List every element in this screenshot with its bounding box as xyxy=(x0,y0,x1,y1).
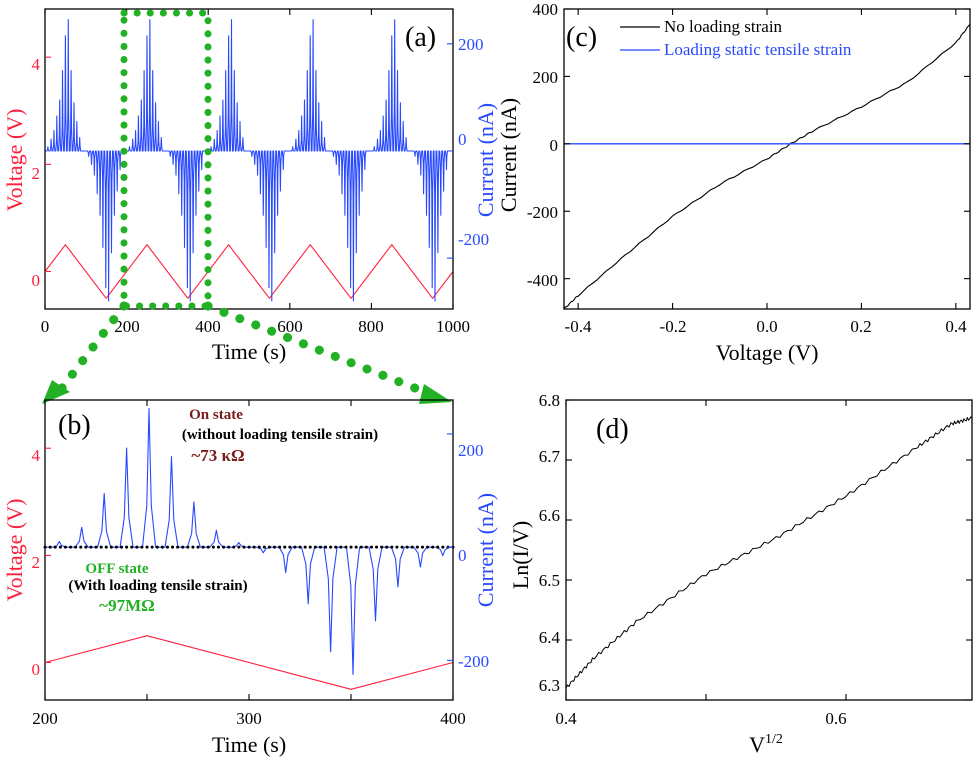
a-ytick-right-0: 0 xyxy=(458,130,467,149)
a-ylabel-left: Voltage (V) xyxy=(2,109,27,212)
c-no-strain-series xyxy=(563,23,971,310)
zoom-dotted-box xyxy=(120,9,212,310)
b-xtick-400: 400 xyxy=(440,709,466,728)
d-ytick-6.6: 6.6 xyxy=(539,506,560,525)
zoom-arrowhead-right xyxy=(419,384,452,404)
b-on-state-resistance: ~73 κΩ xyxy=(191,446,244,465)
a-voltage-series xyxy=(44,244,454,299)
panel-b: 200 300 400 0 2 4 -200 0 200 Time (s) Vo… xyxy=(2,399,498,757)
panel-b-frame xyxy=(44,399,454,701)
c-ytick-0: 0 xyxy=(550,136,559,155)
c-ytick-m400: -400 xyxy=(527,271,558,290)
d-xtick-0.4: 0.4 xyxy=(555,709,577,728)
d-ytick-6.4: 6.4 xyxy=(539,628,561,647)
c-xtick-0.0: 0.0 xyxy=(756,317,777,336)
b-off-state-label: OFF state xyxy=(85,561,149,577)
a-xtick-400: 400 xyxy=(195,317,221,336)
panel-b-ticks xyxy=(44,400,454,700)
zoom-indicator xyxy=(42,9,452,404)
panel-d-frame xyxy=(565,399,973,701)
b-on-state-detail: (without loading tensile strain) xyxy=(182,427,378,443)
a-xtick-1000: 1000 xyxy=(436,317,470,336)
b-ytick-left-4: 4 xyxy=(32,446,41,465)
a-ytick-left-2: 2 xyxy=(32,164,41,183)
a-xtick-800: 800 xyxy=(358,317,384,336)
a-panel-label: (a) xyxy=(405,22,436,53)
a-ylabel-right: Current (nA) xyxy=(473,103,498,217)
d-ytick-6.5: 6.5 xyxy=(539,571,560,590)
a-ytick-right-m200: -200 xyxy=(458,230,489,249)
c-panel-label: (c) xyxy=(566,22,597,53)
panel-d: 0.4 0.6 6.3 6.4 6.5 6.6 6.7 6.8 V1/2 Ln(… xyxy=(508,391,973,757)
d-xlabel-base: V xyxy=(749,732,765,757)
d-xtick-0.6: 0.6 xyxy=(825,709,846,728)
b-ylabel-right: Current (nA) xyxy=(473,493,498,607)
c-xtick-m0.2: -0.2 xyxy=(660,317,687,336)
c-xtick-0.2: 0.2 xyxy=(850,317,871,336)
b-xtick-300: 300 xyxy=(236,709,262,728)
zoom-arrow-left-line xyxy=(57,301,129,393)
b-off-state-detail: (With loading tensile strain) xyxy=(68,578,247,594)
a-ytick-left-0: 0 xyxy=(32,271,41,290)
c-ytick-m200: -200 xyxy=(527,203,558,222)
d-ytick-6.7: 6.7 xyxy=(539,447,561,466)
zoom-arrow-right-line xyxy=(203,301,430,397)
b-on-state-label: On state xyxy=(189,407,243,423)
b-voltage-series xyxy=(44,635,454,690)
b-ytick-right-0: 0 xyxy=(458,546,467,565)
b-ytick-left-0: 0 xyxy=(32,660,41,679)
c-ylabel: Current (nA) xyxy=(496,98,521,212)
d-ytick-6.8: 6.8 xyxy=(539,391,560,410)
a-xtick-200: 200 xyxy=(114,317,140,336)
b-ytick-right-m200: -200 xyxy=(458,652,489,671)
panel-a-plot-area xyxy=(44,19,454,302)
b-off-state-resistance: ~97MΩ xyxy=(99,596,155,615)
b-panel-label: (b) xyxy=(58,410,91,441)
d-ylabel: Ln(I/V) xyxy=(508,521,533,589)
b-ylabel-left: Voltage (V) xyxy=(2,499,27,602)
a-xlabel: Time (s) xyxy=(212,339,286,364)
a-ytick-left-4: 4 xyxy=(32,55,41,74)
b-ytick-right-200: 200 xyxy=(458,441,484,460)
c-xtick-0.4: 0.4 xyxy=(945,317,967,336)
c-legend-strain: Loading static tensile strain xyxy=(664,40,852,59)
panel-d-ticks xyxy=(565,399,972,701)
c-ytick-400: 400 xyxy=(533,0,559,19)
panel-b-plot-area xyxy=(43,407,455,690)
d-ln-series xyxy=(565,416,973,689)
b-xlabel: Time (s) xyxy=(212,732,286,757)
c-xlabel: Voltage (V) xyxy=(716,340,819,365)
c-ytick-200: 200 xyxy=(533,68,559,87)
panel-c-plot-area xyxy=(563,23,971,310)
d-panel-label: (d) xyxy=(596,414,629,445)
zoom-arrowhead-left xyxy=(42,380,70,404)
panel-c: -0.4 -0.2 0.0 0.2 0.4 -400 -200 0 200 40… xyxy=(496,0,971,365)
panel-d-plot-area xyxy=(565,416,973,689)
b-xtick-200: 200 xyxy=(32,709,58,728)
a-xtick-600: 600 xyxy=(277,317,303,336)
d-xlabel: V1/2 xyxy=(749,732,783,757)
panel-a: 0 200 400 600 800 1000 0 2 4 -200 0 200 … xyxy=(2,8,498,364)
a-ytick-right-200: 200 xyxy=(458,35,484,54)
a-xtick-0: 0 xyxy=(41,317,50,336)
a-current-series xyxy=(45,19,453,302)
c-legend-no-strain: No loading strain xyxy=(664,17,783,36)
b-current-no-strain-series xyxy=(45,407,453,676)
b-ytick-left-2: 2 xyxy=(32,553,41,572)
d-xlabel-sup: 1/2 xyxy=(765,732,783,747)
d-ytick-6.3: 6.3 xyxy=(539,676,560,695)
panel-a-frame xyxy=(44,8,454,310)
panel-c-ticks xyxy=(564,8,970,309)
c-xtick-m0.4: -0.4 xyxy=(565,317,592,336)
